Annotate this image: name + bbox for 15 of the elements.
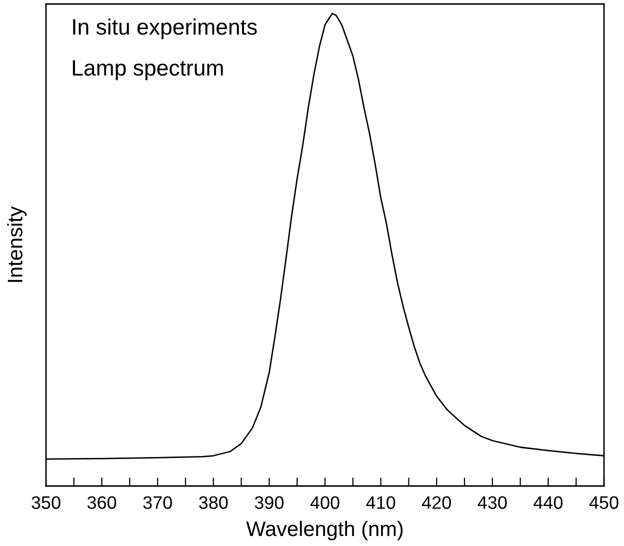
x-tick-label: 380 bbox=[199, 496, 228, 509]
x-tick-label: 440 bbox=[534, 496, 563, 509]
annotation: In situ experiments bbox=[73, 18, 257, 40]
annotation: Lamp spectrum bbox=[72, 60, 223, 80]
x-tick-label: 400 bbox=[310, 496, 340, 509]
x-tick-label: 430 bbox=[478, 496, 507, 509]
x-tick-label: 370 bbox=[143, 496, 172, 509]
x-tick-label: 410 bbox=[366, 496, 396, 509]
x-tick-label: 360 bbox=[87, 496, 116, 509]
x-tick-label: 420 bbox=[422, 496, 451, 509]
x-tick-label: 350 bbox=[32, 496, 60, 509]
x-tick-label: 450 bbox=[589, 496, 618, 509]
x-axis-title: Wavelength (nm) bbox=[246, 520, 403, 540]
x-tick-label: 390 bbox=[254, 496, 284, 509]
y-axis-title: Intensity bbox=[7, 206, 27, 282]
